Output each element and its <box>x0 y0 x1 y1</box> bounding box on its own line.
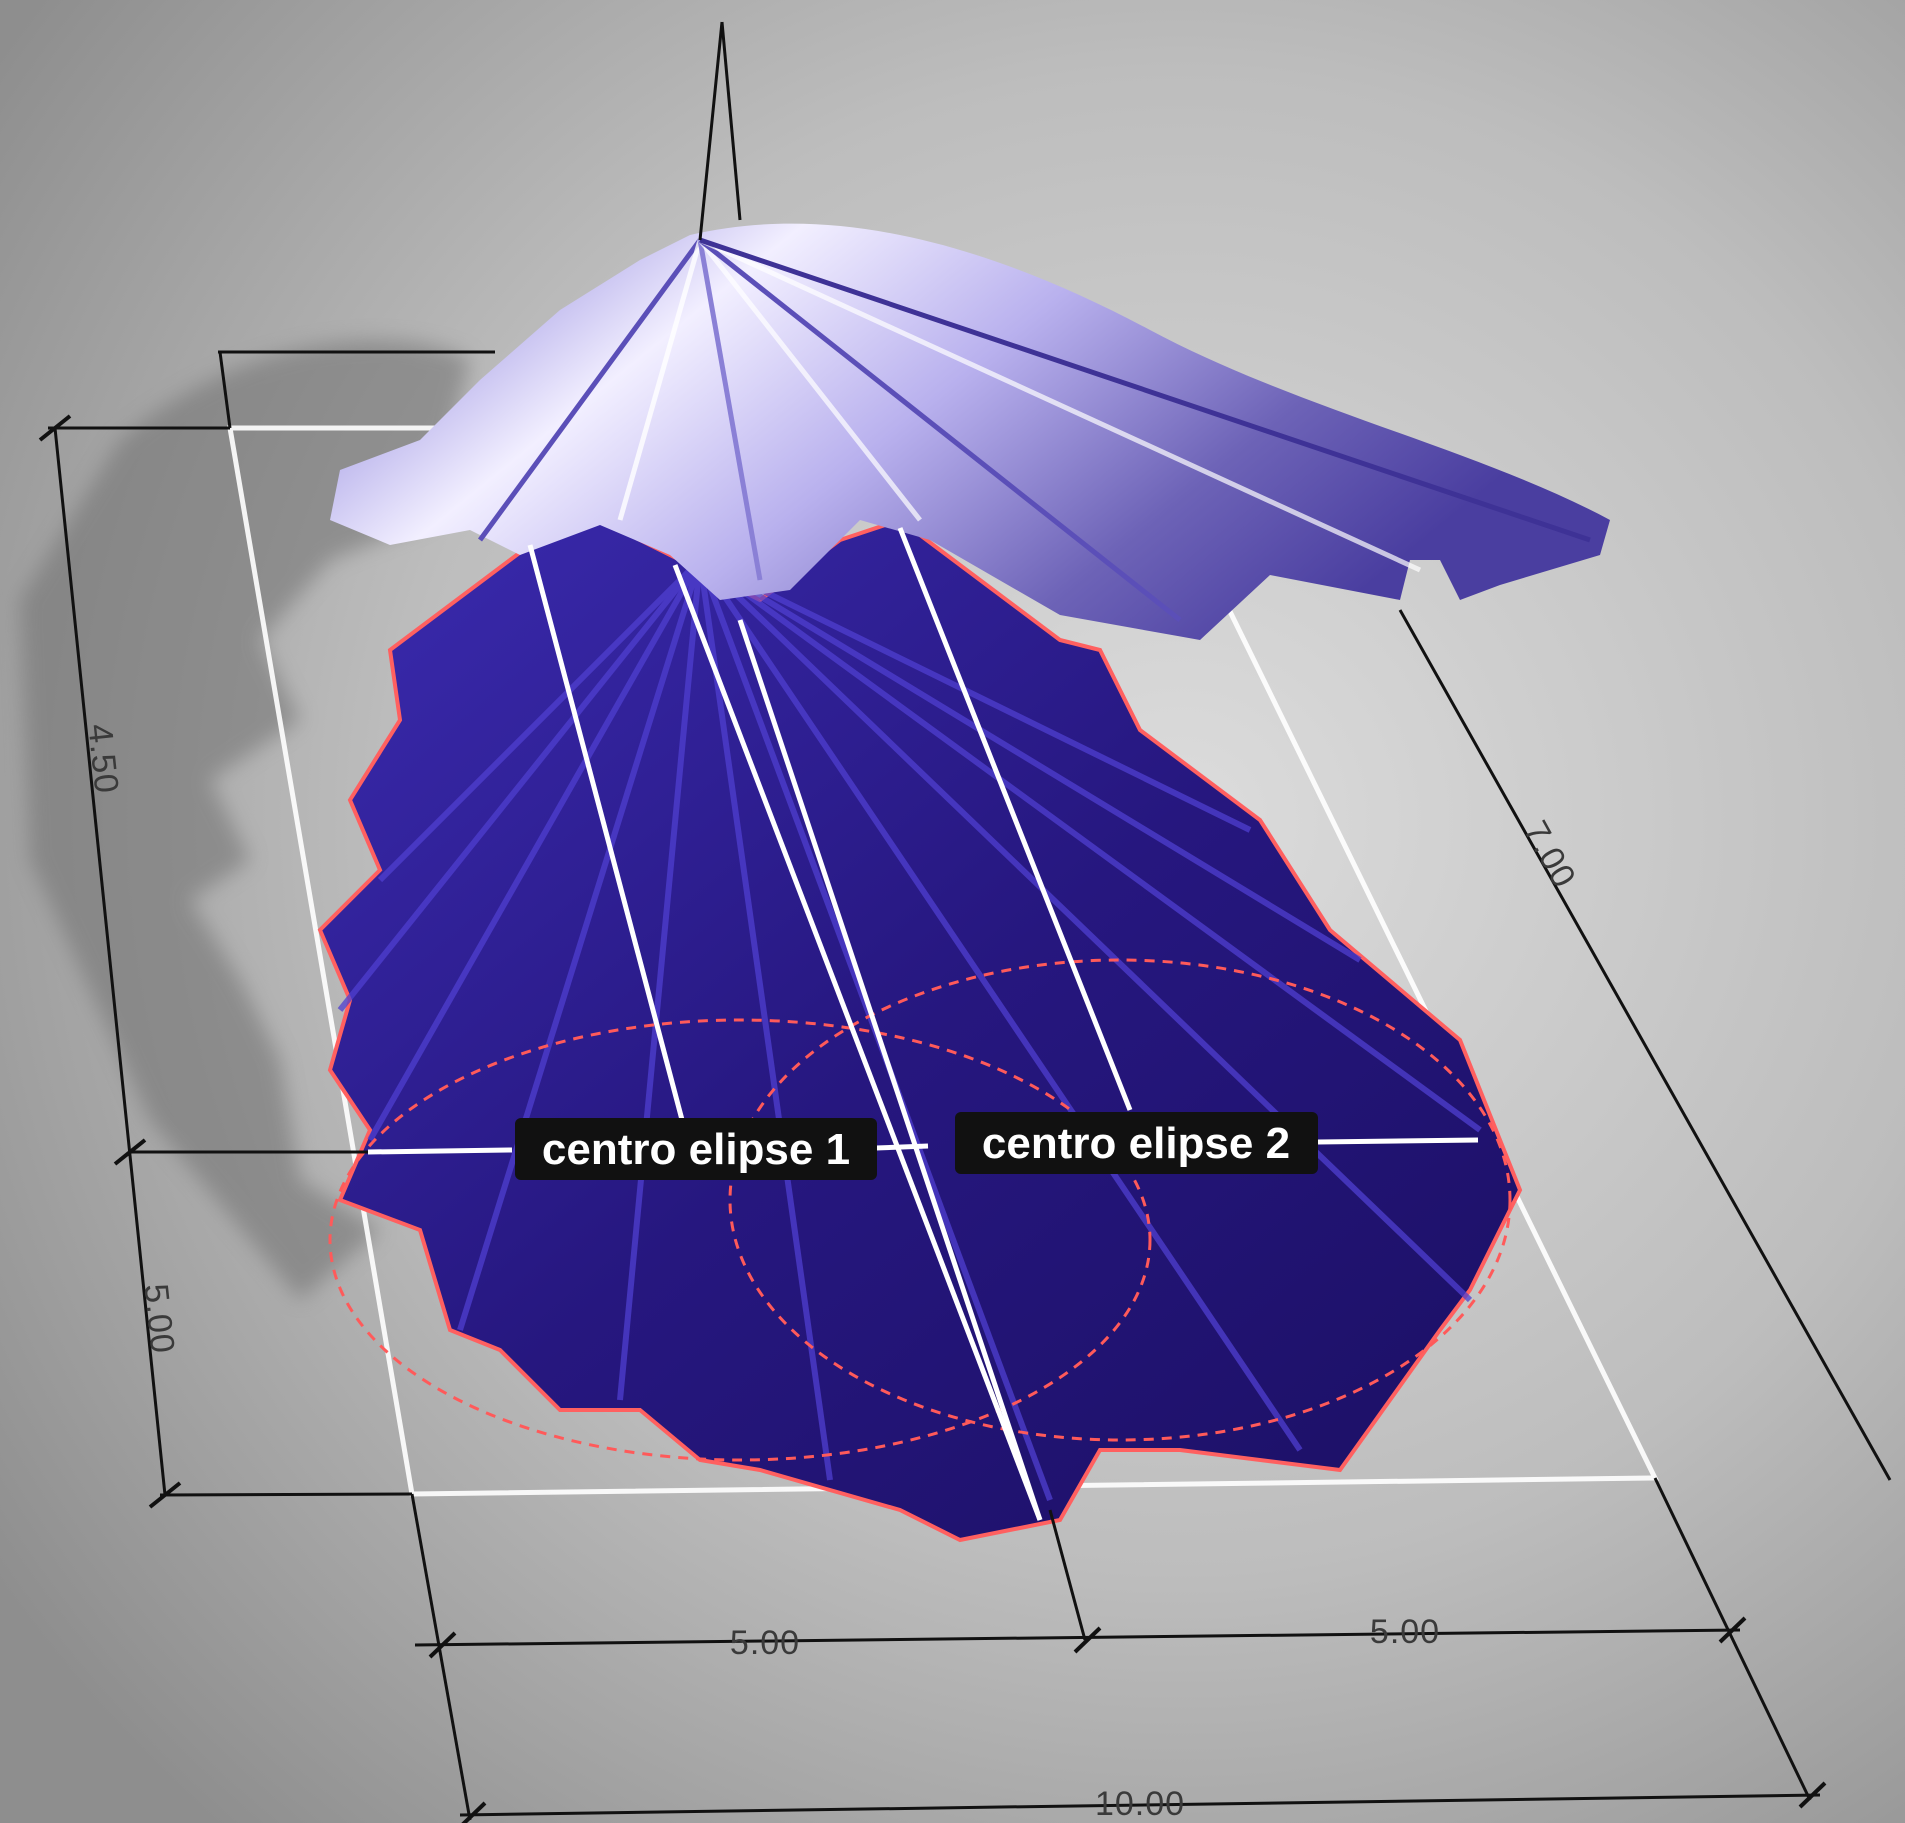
lower-shell <box>317 517 1523 1543</box>
base-ellipse-2 <box>728 958 1512 1442</box>
label-centro-elipse-1-text: centro elipse 1 <box>542 1125 850 1174</box>
upper-shell-folds <box>477 237 1591 622</box>
label-centro-elipse-1: centro elipse 1 <box>515 1118 877 1180</box>
dimension-bottom-half-left: 5.00 <box>730 1624 800 1662</box>
base-ellipse-1 <box>328 1018 1152 1462</box>
apex-axis <box>698 21 742 241</box>
label-centro-elipse-2-text: centro elipse 2 <box>982 1119 1290 1168</box>
guide-lines <box>367 527 1479 1521</box>
dimension-lines <box>48 350 1892 1821</box>
dimension-left-upper: 4.50 <box>80 722 125 796</box>
dimension-ticks <box>38 414 1827 1823</box>
dimension-bottom-total: 10.00 <box>1095 1785 1185 1823</box>
label-centro-elipse-2: centro elipse 2 <box>955 1112 1318 1174</box>
label-centro-elipse-1-bg <box>515 1118 877 1180</box>
upper-shell <box>330 223 1610 641</box>
label-centro-elipse-2-bg <box>955 1112 1318 1174</box>
cast-shadow <box>20 340 470 1300</box>
dimension-left-lower: 5.00 <box>136 1282 181 1356</box>
dimension-bottom-half-right: 5.00 <box>1370 1613 1440 1651</box>
